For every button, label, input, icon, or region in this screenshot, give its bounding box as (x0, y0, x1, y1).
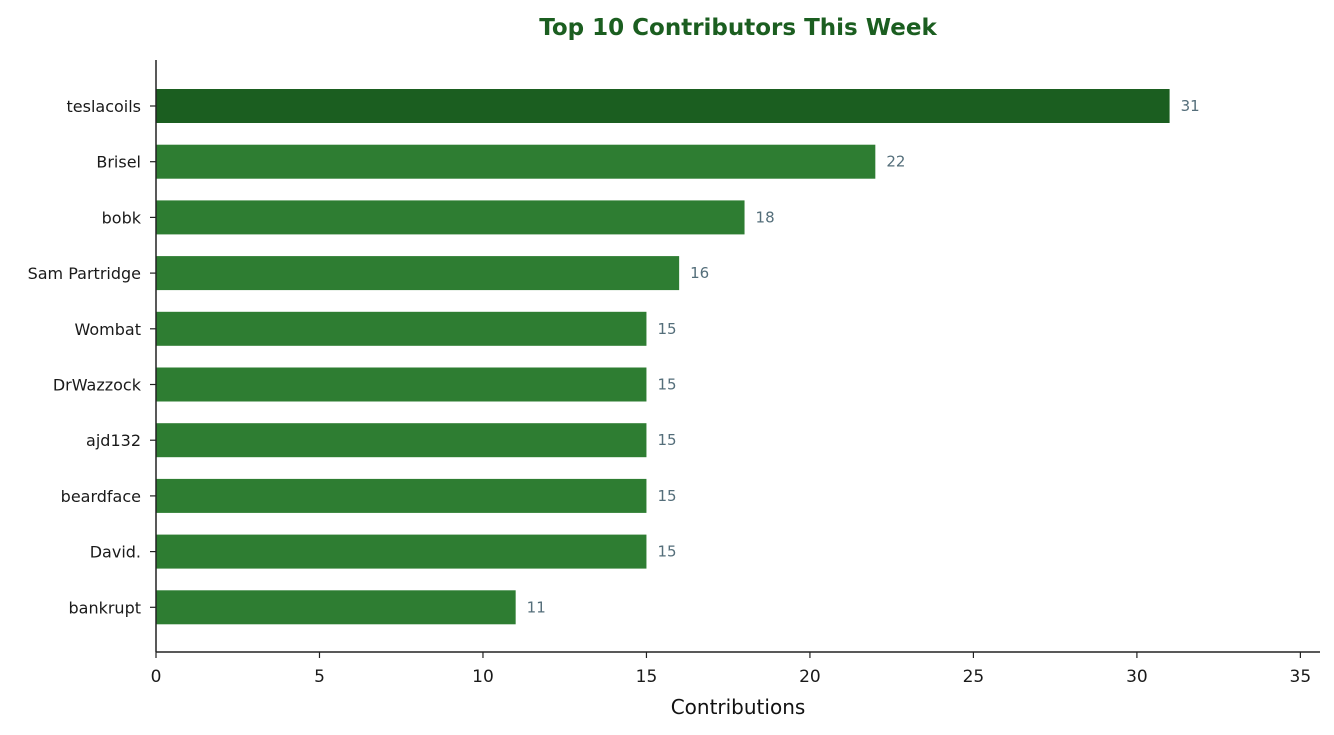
bar-0 (156, 89, 1170, 123)
bar-1 (156, 144, 876, 179)
x-tick-label-3: 15 (636, 667, 658, 687)
bar-5 (156, 367, 647, 402)
value-label-3: 16 (690, 264, 709, 282)
value-label-9: 11 (527, 598, 546, 616)
category-label-5: DrWazzock (53, 376, 142, 395)
category-label-2: bobk (102, 208, 142, 227)
bar-9 (156, 590, 516, 625)
bar-8 (156, 534, 647, 569)
category-label-0: teslacoils (66, 97, 141, 116)
bar-6 (156, 423, 647, 458)
category-label-3: Sam Partridge (28, 264, 141, 283)
category-label-4: Wombat (75, 320, 142, 339)
category-label-9: bankrupt (68, 598, 141, 617)
chart-title: Top 10 Contributors This Week (539, 15, 937, 41)
value-label-6: 15 (657, 431, 676, 449)
category-label-6: ajd132 (86, 431, 141, 450)
category-label-7: beardface (61, 487, 141, 506)
bar-4 (156, 311, 647, 346)
x-axis-ticks-group: 0 5 10 15 20 25 30 35 (151, 652, 1312, 687)
x-tick-label-7: 35 (1290, 667, 1312, 687)
category-label-1: Brisel (96, 153, 141, 172)
value-label-7: 15 (657, 487, 676, 505)
x-tick-label-5: 25 (963, 667, 985, 687)
bars-group (156, 89, 1170, 625)
value-labels-group: 31 22 18 16 15 15 15 15 15 11 (527, 97, 1200, 616)
category-labels-group: teslacoils Brisel bobk Sam Partridge Wombat D… (28, 97, 156, 617)
bar-7 (156, 478, 647, 513)
value-label-0: 31 (1181, 97, 1200, 115)
x-tick-label-0: 0 (151, 667, 162, 687)
value-label-5: 15 (657, 376, 676, 394)
bar-2 (156, 200, 745, 235)
value-label-1: 22 (886, 153, 905, 171)
x-tick-label-4: 20 (799, 667, 821, 687)
value-label-8: 15 (657, 543, 676, 561)
value-label-4: 15 (657, 320, 676, 338)
x-tick-label-2: 10 (472, 667, 494, 687)
x-axis-label: Contributions (671, 695, 806, 719)
x-tick-label-6: 30 (1126, 667, 1148, 687)
bar-3 (156, 256, 680, 291)
value-label-2: 18 (756, 208, 775, 226)
category-label-8: David. (90, 543, 141, 562)
x-tick-label-1: 5 (314, 667, 325, 687)
